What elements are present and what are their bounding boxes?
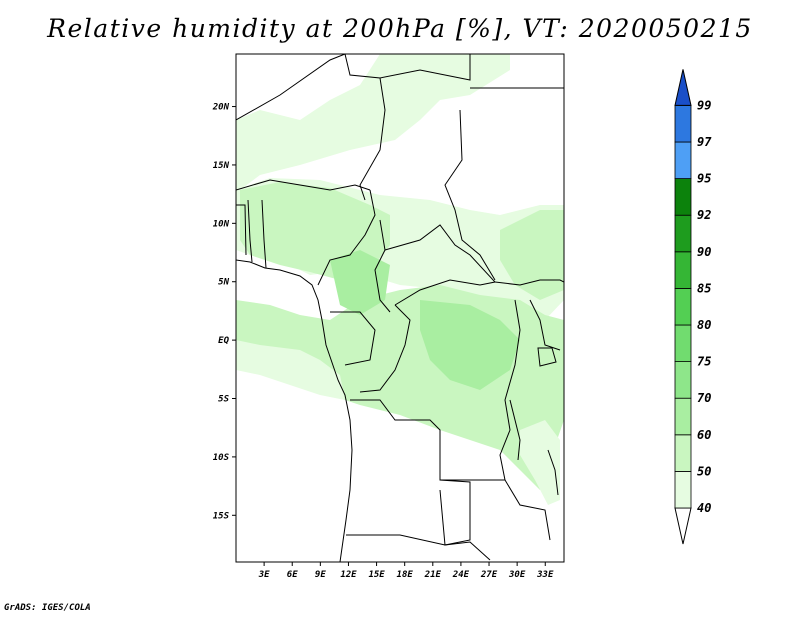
colorbar-level-label: 80 [697,318,711,332]
colorbar-level-label: 50 [697,464,711,478]
map-frame [235,53,565,563]
border-libya-sudan [379,54,471,81]
lon-tick-label: 3E [258,570,270,580]
border-car [384,224,496,306]
border-nigeria-cameroon [317,189,376,286]
longitude-axis: 3E 6E 9E 12E 15E 18E 21E 24E 27E 30E 33E [258,562,554,580]
border-drc-east [499,299,521,481]
lat-tick-label: 10S [213,453,230,463]
colorbar: 40 50 60 70 75 80 85 90 92 95 97 99 [674,69,712,545]
border-zambia [440,479,551,541]
colorbar-segment [674,397,692,436]
lon-tick-label: 24E [452,570,470,580]
colorbar-level-label: 90 [697,245,711,259]
colorbar-segment [674,361,692,399]
lon-tick-label: 12E [340,570,357,580]
humidity-region-north [236,54,510,190]
border-namibia [346,534,491,561]
border-benin-nigeria [261,199,267,269]
lat-tick-label: 5S [218,395,229,405]
lat-tick-label: EQ [218,336,229,346]
country-borders [236,54,564,562]
humidity-field [236,54,564,505]
colorbar-upper-arrow [674,69,692,106]
lake-victoria [537,347,557,367]
border-uganda-kenya [529,299,561,351]
lon-tick-label: 30E [508,570,526,580]
border-congo-gabon [330,311,376,366]
lat-tick-label: 10N [213,219,230,229]
humidity-region-south-east [520,420,560,505]
border-nigeria-north [236,179,371,191]
colorbar-segment [674,287,692,326]
colorbar-level-label: 85 [697,281,711,295]
border-south-sudan [494,279,564,286]
lat-tick-label: 5N [218,278,229,288]
border-chad-sudan [444,109,496,281]
colorbar-segment [674,141,692,179]
border-sahara-west [236,54,346,121]
border-togo [247,199,253,263]
colorbar-level-label: 97 [697,135,712,149]
lon-tick-label: 18E [397,570,414,580]
colorbar-level-label: 99 [697,98,711,112]
colorbar-segment [674,105,692,143]
lake-tanganyika [509,399,521,461]
grads-credit: GrADS: IGES/COLA [4,603,91,613]
colorbar-segment [674,434,692,472]
border-drc-north [359,304,411,393]
colorbar-level-label: 75 [697,355,711,369]
humidity-region-south-west [236,340,345,400]
lon-tick-label: 9E [315,570,326,580]
colorbar-level-label: 92 [697,208,711,222]
border-angola [350,399,471,546]
colorbar-segment [674,178,692,216]
latitude-axis: 20N 15N 10N 5N EQ 5S 10S 15S [212,103,236,521]
lat-tick-label: 20N [212,103,230,113]
colorbar-segment [674,324,692,362]
lon-tick-label: 6E [287,570,298,580]
map-title: Relative humidity at 200hPa [%], VT: 202… [47,14,753,43]
border-niger-chad [344,54,386,201]
colorbar-segment [674,214,692,253]
lat-tick-label: 15S [213,511,230,521]
humidity-region-east [500,210,564,300]
lat-tick-label: 15N [213,161,230,171]
lon-tick-label: 33E [536,570,554,580]
colorbar-segment [674,470,692,509]
colorbar-level-label: 95 [697,172,711,186]
lon-tick-label: 21E [424,570,442,580]
colorbar-level-label: 60 [697,428,711,442]
colorbar-level-label: 40 [697,501,711,515]
colorbar-level-label: 70 [697,391,711,405]
lon-tick-label: 27E [480,570,498,580]
border-ghana [236,204,247,256]
border-cameroon-car [374,219,391,313]
colorbar-segment [674,251,692,289]
lake-malawi [547,449,559,496]
colorbar-lower-arrow [674,507,692,545]
coastline [236,259,353,562]
humidity-region-central [236,285,564,490]
lon-tick-label: 15E [368,570,385,580]
